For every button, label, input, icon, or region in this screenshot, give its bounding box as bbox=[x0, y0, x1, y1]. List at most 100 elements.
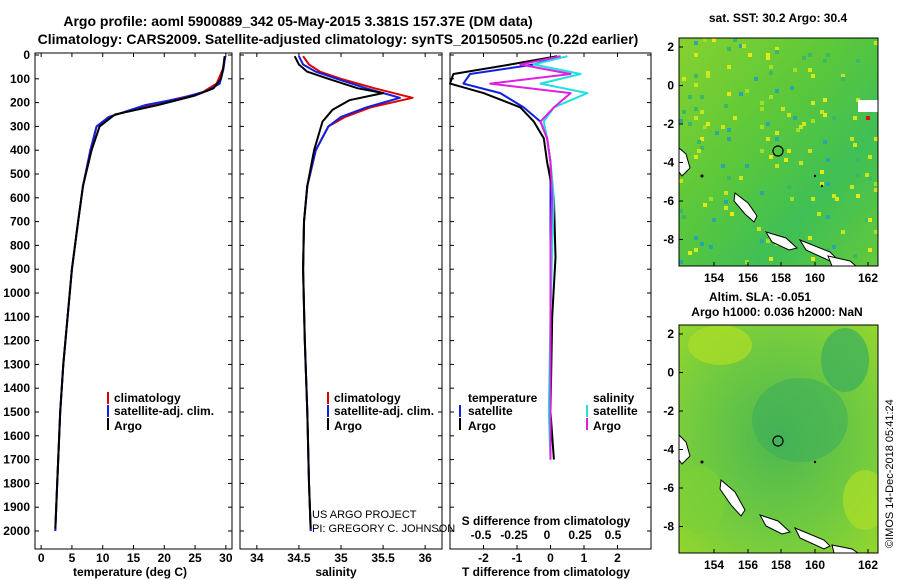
sst-pixel bbox=[790, 86, 794, 90]
depth-tick-label: 300 bbox=[10, 119, 30, 133]
sst-pixel bbox=[775, 47, 779, 51]
sst-pixel bbox=[793, 116, 797, 120]
sst-pixel bbox=[679, 179, 683, 183]
sst-pixel bbox=[850, 185, 854, 189]
sst-pixel bbox=[733, 116, 737, 120]
sst-pixel bbox=[811, 101, 815, 105]
map-lon-label: 154 bbox=[704, 271, 724, 285]
salinity-panel-frame bbox=[239, 52, 443, 550]
legend-label-argo: Argo bbox=[334, 419, 362, 433]
sst-pixel bbox=[769, 95, 773, 99]
depth-tick-label: 900 bbox=[10, 262, 30, 276]
sla-island-choiseul bbox=[758, 514, 792, 535]
legend-label-satellite: satellite-adj. clim. bbox=[334, 404, 434, 418]
sst-pixel bbox=[688, 251, 692, 255]
sst-pixel bbox=[724, 191, 728, 195]
sst-pixel bbox=[679, 209, 683, 213]
x-tick-label: 10 bbox=[96, 551, 110, 565]
salinity-profiles bbox=[293, 55, 414, 532]
legend-label-climatology: climatology bbox=[114, 391, 181, 405]
sst-pixel bbox=[823, 98, 827, 102]
sst-pixel bbox=[745, 260, 749, 264]
sst-island-choiseul bbox=[764, 231, 799, 251]
x-tick-label: 1 bbox=[581, 551, 588, 565]
sst-island-dot bbox=[700, 174, 704, 178]
sst-pixel bbox=[787, 185, 791, 189]
series-line-satellite-adj-clim- bbox=[54, 56, 227, 532]
legend-label-t-argo: Argo bbox=[468, 419, 496, 433]
sst-map-title: sat. SST: 30.2 Argo: 30.4 bbox=[709, 11, 848, 25]
sst-pixel bbox=[766, 137, 770, 141]
map-lat-label: -4 bbox=[663, 443, 674, 457]
sst-pixel bbox=[700, 242, 704, 246]
map-lat-label: -2 bbox=[663, 117, 674, 131]
sst-pixel bbox=[694, 236, 698, 240]
sst-pixel bbox=[820, 170, 824, 174]
sst-pixel bbox=[697, 149, 701, 153]
legend-header-salinity: salinity bbox=[593, 391, 635, 405]
sst-pixel bbox=[703, 38, 707, 42]
sst-pixel bbox=[724, 104, 728, 108]
sst-pixel bbox=[703, 203, 707, 207]
sst-pixel bbox=[796, 128, 800, 132]
sst-pixel bbox=[706, 122, 710, 126]
x-tick-label: 35 bbox=[334, 551, 348, 565]
sst-pixel bbox=[727, 128, 731, 132]
sst-pixel bbox=[694, 155, 698, 159]
sst-pixel bbox=[826, 182, 830, 186]
sst-pixel bbox=[769, 257, 773, 261]
sst-pixel bbox=[739, 44, 743, 48]
temperature-axis-label: temperature (deg C) bbox=[73, 565, 187, 579]
map-lat-label: 0 bbox=[667, 366, 674, 380]
sst-pixel bbox=[745, 164, 749, 168]
copyright-stamp: ©IMOS 14-Dec-2018 05:41:24 bbox=[884, 399, 896, 548]
legend-label-satellite: satellite-adj. clim. bbox=[114, 404, 214, 418]
sst-pixel bbox=[826, 248, 830, 252]
sst-pixel bbox=[706, 71, 710, 75]
sst-pixel bbox=[832, 116, 836, 120]
sla-island-santa-isabel bbox=[793, 527, 831, 550]
sst-pixel bbox=[799, 125, 803, 129]
sst-pixel bbox=[760, 107, 764, 111]
sst-pixel bbox=[808, 53, 812, 57]
map-lat-label: -4 bbox=[663, 156, 674, 170]
sst-pixel bbox=[868, 176, 872, 180]
depth-tick-label: 2000 bbox=[3, 524, 30, 538]
depth-tick-label: 1500 bbox=[3, 405, 30, 419]
s-diff-tick-label: 0.5 bbox=[605, 528, 622, 542]
sst-pixel bbox=[808, 236, 812, 240]
depth-tick-label: 1800 bbox=[3, 476, 30, 490]
sst-pixel bbox=[727, 92, 731, 96]
sst-map-frame bbox=[678, 37, 879, 267]
sst-pixel bbox=[682, 215, 686, 219]
x-tick-label: 34.5 bbox=[287, 551, 311, 565]
sst-pixel bbox=[709, 197, 713, 201]
sst-pixel bbox=[754, 77, 758, 81]
depth-axis: 0 100 200 300 400 500 600 700 800 900 1000 1100 1200… bbox=[3, 48, 651, 538]
map-lat-label: -8 bbox=[663, 520, 674, 534]
salinity-legend: climatology satellite-adj. clim. Argo bbox=[327, 391, 434, 433]
map-lon-label: 160 bbox=[805, 558, 825, 572]
credit-project: US ARGO PROJECT bbox=[312, 509, 417, 521]
sst-map-axes: 2 0 -2 -4 -6 -8 154 156 158 160 162 bbox=[663, 40, 878, 285]
sla-island-bougainville bbox=[719, 479, 746, 517]
x-tick-label: 25 bbox=[188, 551, 202, 565]
sst-pixel bbox=[775, 89, 779, 93]
sst-pixel bbox=[811, 257, 815, 261]
sst-pixel bbox=[790, 197, 794, 201]
x-tick-label: -2 bbox=[478, 551, 489, 565]
map-lat-label: -6 bbox=[663, 194, 674, 208]
s-difference-axis-label: S difference from climatology bbox=[462, 514, 631, 528]
sla-blob bbox=[821, 328, 869, 392]
sst-pixel bbox=[694, 116, 698, 120]
sst-pixel bbox=[694, 41, 698, 45]
sst-pixel bbox=[775, 131, 779, 135]
series-line-salinity-satellite bbox=[532, 55, 589, 460]
map-lat-label: 2 bbox=[667, 40, 674, 54]
difference-legend: temperature satellite Argo salinity sate… bbox=[459, 391, 638, 433]
sst-pixel bbox=[775, 50, 779, 54]
sst-pixel bbox=[694, 53, 698, 57]
x-tick-label: -1 bbox=[512, 551, 523, 565]
sst-pixel bbox=[781, 107, 785, 111]
sst-pixel bbox=[679, 119, 683, 123]
